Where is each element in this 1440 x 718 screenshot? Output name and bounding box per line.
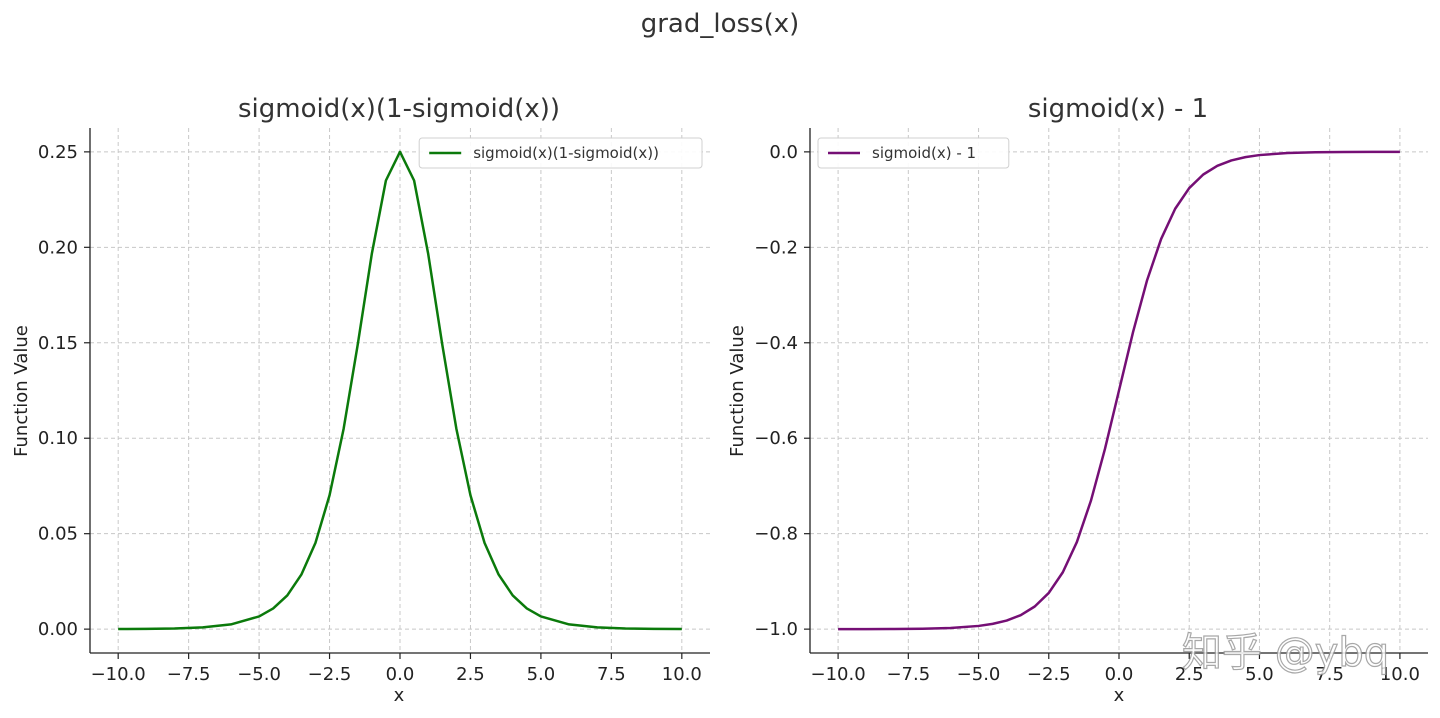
panel-right-x-ticks: −10.0 −7.5 −5.0 −2.5 0.0 2.5 5.0 7.5 10.0 bbox=[811, 653, 1420, 685]
x-tick-label: 2.5 bbox=[1175, 664, 1204, 685]
legend-label: sigmoid(x) - 1 bbox=[872, 144, 976, 162]
x-tick-label: −7.5 bbox=[886, 664, 930, 685]
panel-left-grid bbox=[90, 128, 710, 653]
series-line bbox=[838, 150, 1400, 631]
x-tick-label: −2.5 bbox=[308, 664, 352, 685]
panel-left-series bbox=[118, 150, 682, 631]
x-tick-label: 0.0 bbox=[1105, 664, 1134, 685]
x-tick-label: −2.5 bbox=[1027, 664, 1071, 685]
legend-label: sigmoid(x)(1-sigmoid(x)) bbox=[473, 144, 659, 162]
y-tick-label: 0.20 bbox=[38, 237, 78, 258]
x-tick-label: 10.0 bbox=[662, 664, 702, 685]
panel-left-legend: sigmoid(x)(1-sigmoid(x)) bbox=[418, 137, 703, 169]
y-tick-label: −0.4 bbox=[754, 333, 798, 354]
x-tick-label: 10.0 bbox=[1380, 664, 1420, 685]
x-tick-label: −7.5 bbox=[167, 664, 211, 685]
x-tick-label: 2.5 bbox=[456, 664, 485, 685]
x-tick-label: 5.0 bbox=[1245, 664, 1274, 685]
legend-box bbox=[418, 137, 703, 169]
x-tick-label: 7.5 bbox=[1315, 664, 1344, 685]
panel-left-ylabel: Function Value bbox=[11, 325, 32, 457]
panel-right-ylabel: Function Value bbox=[727, 325, 748, 457]
panel-right-legend: sigmoid(x) - 1 bbox=[817, 137, 1010, 169]
y-tick-label: 0.25 bbox=[38, 142, 78, 163]
panel-left-x-ticks: −10.0 −7.5 −5.0 −2.5 0.0 2.5 5.0 7.5 10.0 bbox=[91, 653, 702, 685]
y-tick-label: −0.2 bbox=[754, 237, 798, 258]
panel-right-grid bbox=[810, 128, 1428, 653]
panel-right-series bbox=[838, 150, 1400, 631]
panel-left-xlabel: x bbox=[394, 685, 405, 706]
panel-right: sigmoid(x) - 1 −10.0 −7.5 −5.0 −2.5 0.0 2.5 5.… bbox=[727, 94, 1428, 706]
panel-left-y-ticks: 0.00 0.05 0.10 0.15 0.20 0.25 bbox=[38, 142, 90, 640]
watermark-logo: 知乎 @ybq bbox=[1182, 630, 1389, 676]
y-tick-label: 0.05 bbox=[38, 524, 78, 545]
y-tick-label: −0.8 bbox=[754, 524, 798, 545]
y-tick-label: 0.10 bbox=[38, 428, 78, 449]
y-tick-label: 0.15 bbox=[38, 333, 78, 354]
figure-suptitle: grad_loss(x) bbox=[641, 9, 800, 39]
panel-right-xlabel: x bbox=[1114, 685, 1125, 706]
y-tick-label: −1.0 bbox=[754, 619, 798, 640]
x-tick-label: −5.0 bbox=[957, 664, 1001, 685]
series-line bbox=[118, 150, 682, 631]
x-tick-label: −10.0 bbox=[811, 664, 866, 685]
x-tick-label: 0.0 bbox=[386, 664, 415, 685]
panel-left-title: sigmoid(x)(1-sigmoid(x)) bbox=[238, 94, 560, 124]
x-tick-label: 7.5 bbox=[597, 664, 626, 685]
x-tick-label: 5.0 bbox=[527, 664, 556, 685]
panel-left: sigmoid(x)(1-sigmoid(x)) −10.0 −7.5 −5.0 −2… bbox=[11, 94, 710, 706]
legend-box bbox=[817, 137, 1010, 169]
y-tick-label: −0.6 bbox=[754, 428, 798, 449]
y-tick-label: 0.00 bbox=[38, 619, 78, 640]
x-tick-label: −10.0 bbox=[91, 664, 146, 685]
panel-right-y-ticks: 0.0 −0.2 −0.4 −0.6 −0.8 −1.0 bbox=[754, 142, 810, 640]
x-tick-label: −5.0 bbox=[237, 664, 281, 685]
y-tick-label: 0.0 bbox=[769, 142, 798, 163]
panel-right-title: sigmoid(x) - 1 bbox=[1028, 94, 1208, 124]
